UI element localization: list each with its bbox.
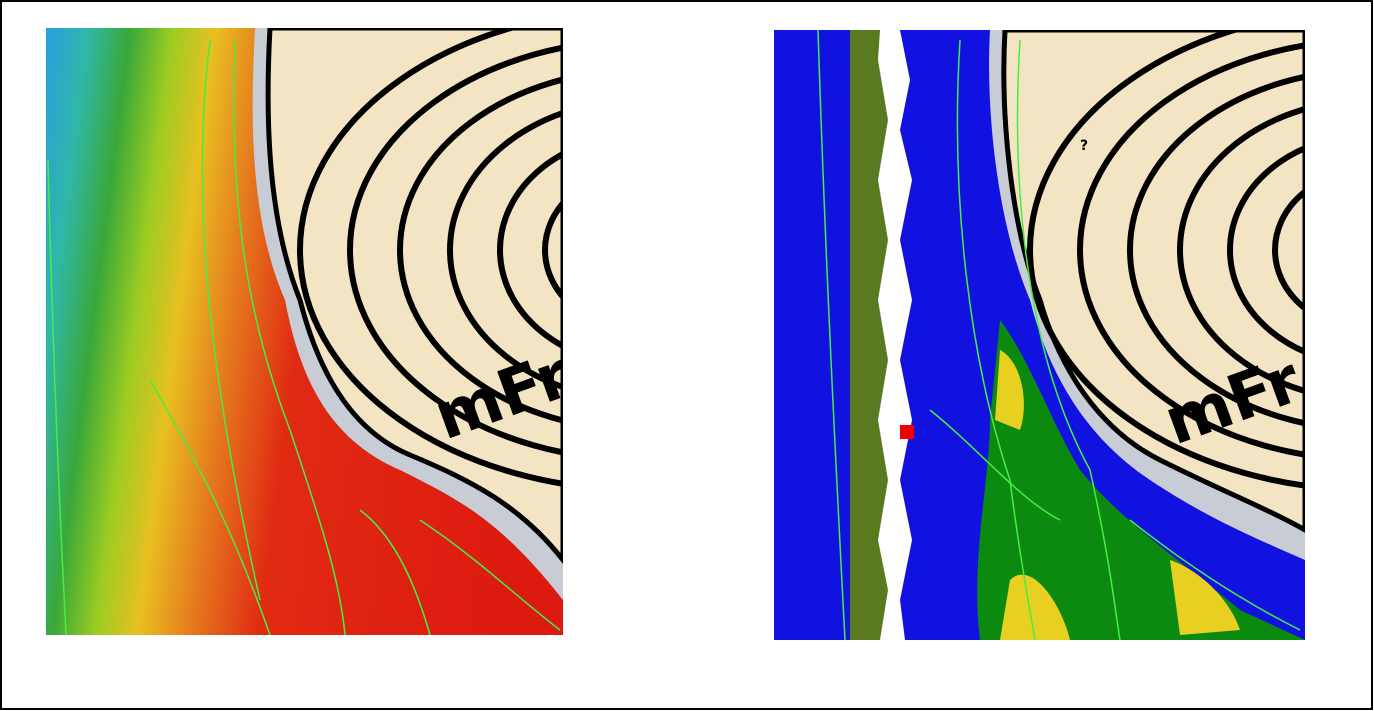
map-marker: ? [1080,138,1088,154]
canvas: mFr ? mFr [0,0,1374,711]
page: mFr ? mFr [0,0,1374,711]
map-right: ? mFr [774,10,1374,640]
